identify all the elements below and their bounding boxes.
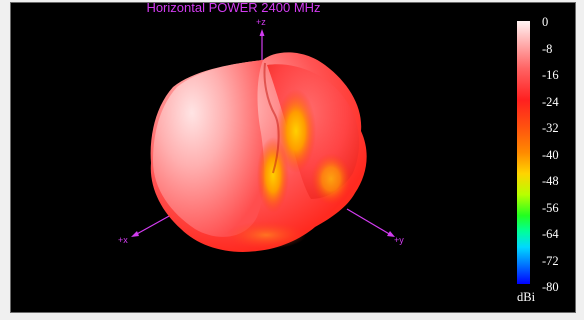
colorbar-tick: -80 xyxy=(542,280,559,294)
radiation-pattern-scene[interactable]: +z +x +y xyxy=(11,3,576,313)
colorbar-tick: 0 xyxy=(542,15,549,29)
pattern-lower-glow xyxy=(226,221,306,249)
z-axis-arrow xyxy=(259,29,265,36)
3d-pattern-viewport[interactable]: +z +x +y Horizontal POWER 2400 MHz 0 -8 … xyxy=(10,2,576,313)
y-axis-line xyxy=(346,208,392,236)
pattern-hot-spot-upper xyxy=(276,89,316,173)
z-axis-label: +z xyxy=(256,17,266,27)
colorbar-tick: -40 xyxy=(542,148,559,162)
colorbar-tick: -32 xyxy=(542,121,559,135)
colorbar-tick: -72 xyxy=(542,254,559,268)
x-axis-line xyxy=(134,214,172,236)
colorbar-tick: -48 xyxy=(542,174,559,188)
colorbar-tick: -56 xyxy=(542,201,559,215)
pattern-crease xyxy=(263,62,280,174)
colorbar-scale xyxy=(517,21,530,284)
colorbar-unit-label: dBi xyxy=(517,290,536,304)
x-axis-arrow xyxy=(131,231,139,237)
colorbar-tick: -24 xyxy=(542,95,559,109)
colorbar-tick: -64 xyxy=(542,227,559,241)
pattern-left-lobe xyxy=(153,60,265,237)
y-axis-arrow xyxy=(387,231,395,237)
pattern-hot-spot-center xyxy=(257,137,289,213)
colorbar-tick: -8 xyxy=(542,42,553,56)
plot-title: Horizontal POWER 2400 MHz xyxy=(146,2,321,15)
y-axis-label: +y xyxy=(394,235,404,245)
x-axis-label: +x xyxy=(118,235,128,245)
pattern-hot-spot-right xyxy=(311,153,351,205)
colorbar-tick: -16 xyxy=(542,68,559,82)
